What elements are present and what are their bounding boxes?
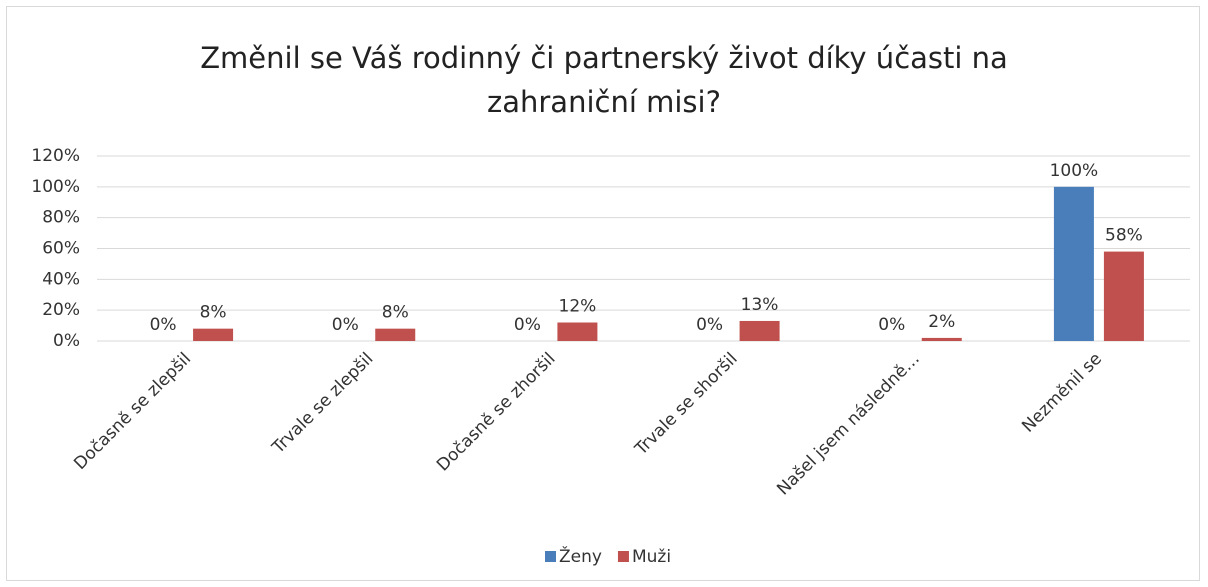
data-label: 0% xyxy=(514,315,541,335)
bar xyxy=(921,337,962,341)
bar xyxy=(1053,186,1094,341)
data-label: 0% xyxy=(696,315,723,335)
bar xyxy=(193,328,234,341)
data-label: 100% xyxy=(1050,161,1099,181)
data-label: 8% xyxy=(382,303,409,323)
y-tick-label: 20% xyxy=(42,300,80,320)
y-tick-label: 60% xyxy=(42,239,80,259)
data-label: 12% xyxy=(559,297,597,317)
y-tick-label: 40% xyxy=(42,269,80,289)
data-label: 13% xyxy=(741,295,779,315)
data-label: 8% xyxy=(200,303,227,323)
bar xyxy=(739,320,780,341)
bar xyxy=(1103,251,1144,341)
legend-swatch xyxy=(545,551,556,562)
data-label: 0% xyxy=(878,315,905,335)
data-label: 0% xyxy=(150,315,177,335)
bar xyxy=(557,322,598,341)
legend-label: Ženy xyxy=(559,545,602,567)
legend-label: Muži xyxy=(632,547,671,567)
chart-border xyxy=(6,6,1200,581)
chart-title: Změnil se Váš rodinný či partnerský živo… xyxy=(200,41,1008,119)
data-label: 2% xyxy=(928,312,955,332)
y-tick-label: 0% xyxy=(53,331,80,351)
y-tick-label: 100% xyxy=(31,177,80,197)
bar xyxy=(375,328,416,341)
y-tick-label: 80% xyxy=(42,208,80,228)
data-label: 58% xyxy=(1105,226,1143,246)
legend-swatch xyxy=(617,551,629,562)
y-tick-label: 120% xyxy=(31,146,80,166)
data-label: 0% xyxy=(332,315,359,335)
